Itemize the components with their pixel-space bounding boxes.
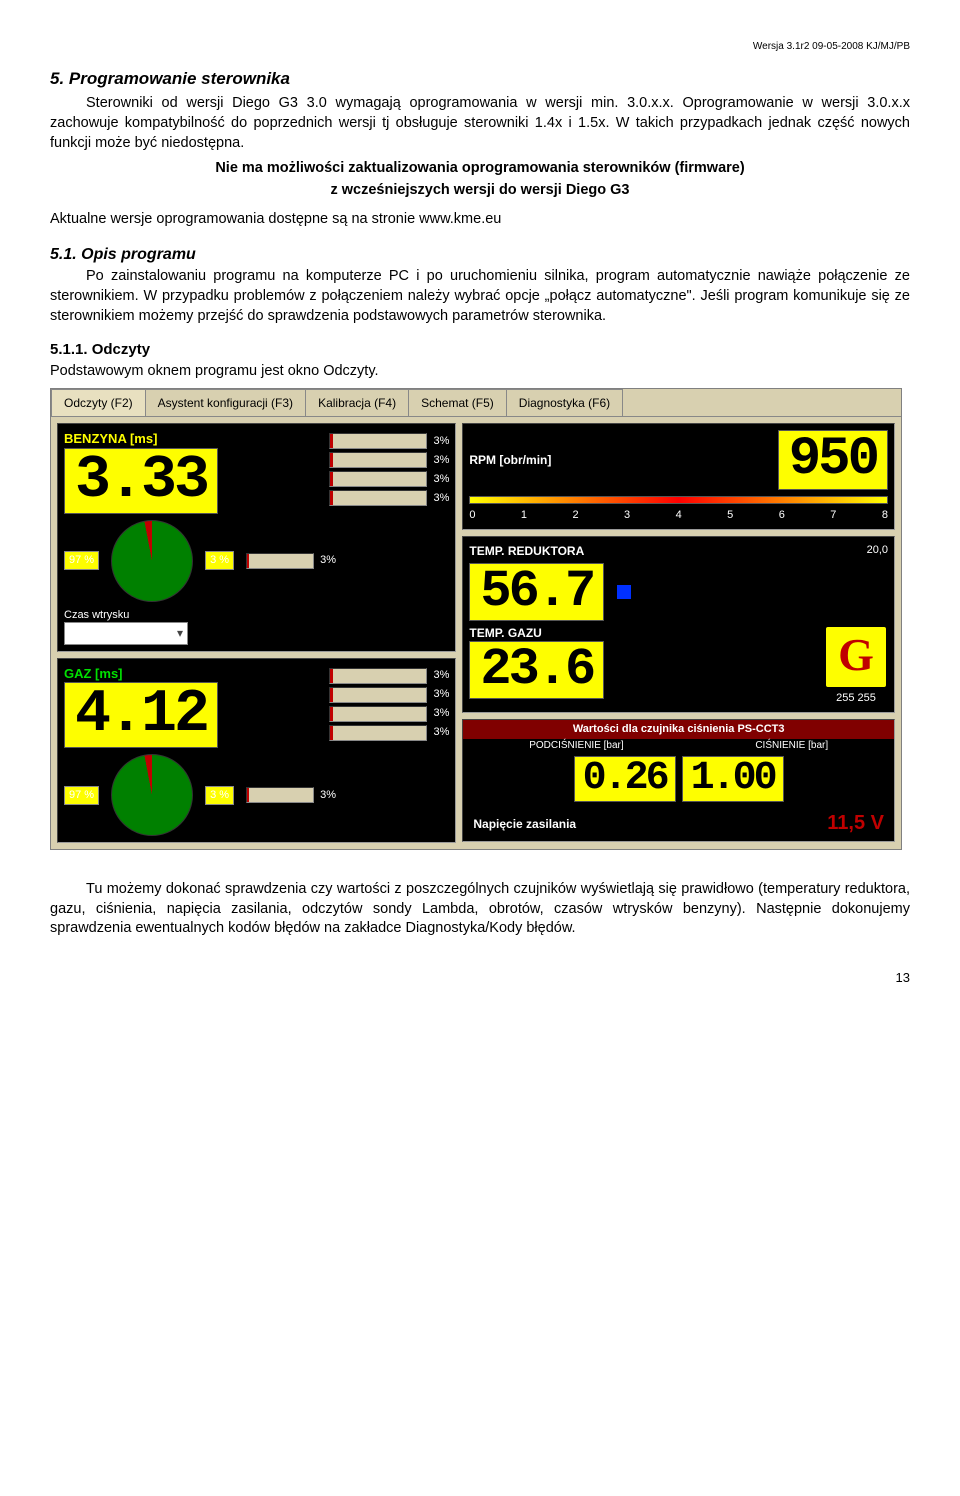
page-number: 13 — [50, 969, 910, 987]
bar-pct: 3% — [433, 472, 449, 487]
paragraph: Aktualne wersje oprogramowania dostępne … — [50, 210, 910, 230]
podcisnienie-label: PODCIŚNIENIE [bar] — [529, 739, 623, 753]
cisnienie-label: CIŚNIENIE [bar] — [755, 739, 828, 753]
napiecie-value: 11,5 V — [827, 810, 884, 837]
temp-gazu-value: 23.6 — [469, 641, 604, 699]
heading-5: 5. Programowanie sterownika — [50, 68, 910, 91]
bar-pct: 3% — [433, 434, 449, 449]
temp-reduktora-value: 56.7 — [469, 563, 604, 621]
pie-main-pct: 97 % — [64, 551, 99, 570]
tab-odczyty[interactable]: Odczyty (F2) — [51, 389, 146, 416]
bar-pct: 3% — [433, 725, 449, 740]
pie-seg-pct: 3 % — [205, 551, 234, 570]
tab-diagnostyka[interactable]: Diagnostyka (F6) — [506, 389, 623, 416]
rpm-scale: 012345678 — [469, 508, 888, 523]
tab-bar: Odczyty (F2) Asystent konfiguracji (F3) … — [51, 389, 901, 417]
temp-panel: TEMP. REDUKTORA 20,0 56.7 TEMP. GAZU 23.… — [462, 536, 895, 713]
temp-gazu-raw: 255 255 — [824, 691, 888, 706]
pie-main-pct: 97 % — [64, 786, 99, 805]
benzyna-pie-icon — [111, 520, 193, 602]
gaz-value: 4.12 — [64, 682, 218, 748]
bold-note-2: z wcześniejszych wersji do wersji Diego … — [50, 181, 910, 201]
temp-gazu-label: TEMP. GAZU — [469, 625, 604, 641]
blue-indicator-icon — [616, 584, 632, 600]
benzyna-label: BENZYNA [ms] — [64, 430, 319, 448]
heading-5-1: 5.1. Opis programu — [50, 244, 910, 266]
heading-5-1-1: 5.1.1. Odczyty — [50, 340, 910, 360]
benzyna-panel: BENZYNA [ms] 3.33 3% 3% 3% 3% 97 % 3 % — [57, 423, 456, 652]
bar-pct: 3% — [320, 788, 336, 803]
tab-asystent[interactable]: Asystent konfiguracji (F3) — [145, 389, 306, 416]
temp-reduktora-label: TEMP. REDUKTORA — [469, 543, 584, 559]
bar-pct: 3% — [433, 491, 449, 506]
sensor-header: Wartości dla czujnika ciśnienia PS-CCT3 — [463, 720, 894, 739]
g-mode-indicator[interactable]: G — [824, 625, 888, 689]
rpm-label: RPM [obr/min] — [469, 452, 551, 468]
czas-wtrysku-label: Czas wtrysku — [64, 608, 449, 623]
bar-pct: 3% — [433, 687, 449, 702]
cisnienie-value: 1.00 — [682, 756, 784, 802]
paragraph: Po zainstalowaniu programu na komputerze… — [50, 267, 910, 326]
bold-note-1: Nie ma możliwości zaktualizowania oprogr… — [50, 159, 910, 179]
header-version-note: Wersja 3.1r2 09-05-2008 KJ/MJ/PB — [50, 40, 910, 54]
tab-kalibracja[interactable]: Kalibracja (F4) — [305, 389, 409, 416]
bar-pct: 3% — [433, 668, 449, 683]
podcisnienie-value: 0.26 — [574, 756, 676, 802]
napiecie-label: Napięcie zasilania — [473, 816, 576, 832]
odczyty-screenshot: Odczyty (F2) Asystent konfiguracji (F3) … — [50, 388, 902, 850]
czas-wtrysku-select[interactable]: średni — [64, 622, 188, 644]
gaz-panel: GAZ [ms] 4.12 3% 3% 3% 3% 97 % 3 % — [57, 658, 456, 844]
bar-pct: 3% — [433, 706, 449, 721]
bar-pct: 3% — [320, 553, 336, 568]
gaz-pie-icon — [111, 754, 193, 836]
rpm-panel: RPM [obr/min] 950 012345678 — [462, 423, 895, 530]
gaz-label: GAZ [ms] — [64, 665, 319, 683]
temp-reduktora-raw: 20,0 — [867, 543, 888, 559]
paragraph: Sterowniki od wersji Diego G3 3.0 wymaga… — [50, 94, 910, 153]
pressure-panel: Wartości dla czujnika ciśnienia PS-CCT3 … — [462, 719, 895, 842]
pie-seg-pct: 3 % — [205, 786, 234, 805]
bar-pct: 3% — [433, 453, 449, 468]
paragraph: Podstawowym oknem programu jest okno Odc… — [50, 362, 910, 382]
rpm-value: 950 — [778, 430, 888, 490]
paragraph: Tu możemy dokonać sprawdzenia czy wartoś… — [50, 880, 910, 939]
benzyna-value: 3.33 — [64, 448, 218, 514]
tab-schemat[interactable]: Schemat (F5) — [408, 389, 507, 416]
